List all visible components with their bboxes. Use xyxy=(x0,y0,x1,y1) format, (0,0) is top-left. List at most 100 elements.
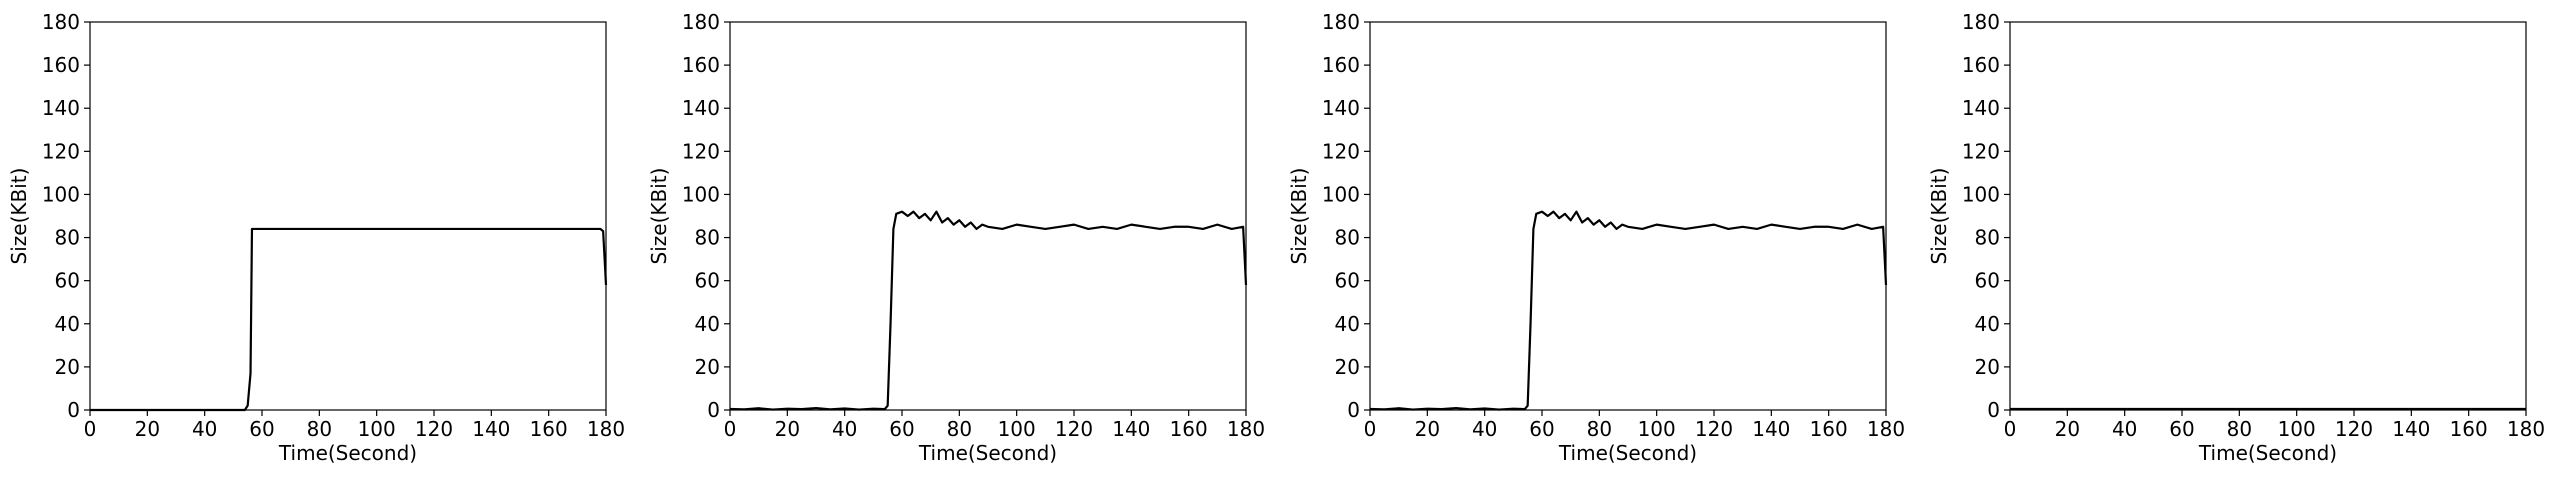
y-axis-label: Size(KBit) xyxy=(7,168,31,265)
y-tick-label: 40 xyxy=(1975,312,2000,336)
y-tick-label: 60 xyxy=(1975,269,2000,293)
y-tick-label: 100 xyxy=(682,182,720,206)
x-tick-label: 140 xyxy=(1752,417,1790,441)
y-tick-label: 100 xyxy=(1962,182,2000,206)
chart-panel-4: 0 20 40 60 80 100 120 140 160 180 0 20 40 60 80 100 120 1… xyxy=(1927,10,2545,465)
x-tick-label: 160 xyxy=(2450,417,2488,441)
x-tick-label: 120 xyxy=(1055,417,1093,441)
x-tick-label: 40 xyxy=(2112,417,2137,441)
y-axis-label: Size(KBit) xyxy=(1287,168,1311,265)
y-tick-label: 160 xyxy=(682,53,720,77)
y-axis-label: Size(KBit) xyxy=(647,168,671,265)
x-tick-label: 20 xyxy=(135,417,160,441)
y-tick-label: 40 xyxy=(1335,312,1360,336)
chart-panel-1: 0 20 40 60 80 100 120 140 160 180 0 20 40 60 80 100 120 1… xyxy=(7,10,625,465)
x-tick-label: 140 xyxy=(2392,417,2430,441)
y-tick-label: 100 xyxy=(1322,182,1360,206)
y-tick-label: 20 xyxy=(695,355,720,379)
x-tick-label: 40 xyxy=(192,417,217,441)
y-tick-label: 140 xyxy=(1322,96,1360,120)
x-tick-label: 120 xyxy=(415,417,453,441)
y-tick-label: 140 xyxy=(1962,96,2000,120)
x-axis-label: Time(Second) xyxy=(278,441,417,465)
series-line-1 xyxy=(1369,210,1888,411)
x-tick-label: 160 xyxy=(1170,417,1208,441)
x-tick-label: 80 xyxy=(1587,417,1612,441)
x-tick-label: 180 xyxy=(587,417,625,441)
x-tick-label: 80 xyxy=(947,417,972,441)
x-tick-label: 100 xyxy=(1638,417,1676,441)
y-tick-label: 100 xyxy=(42,182,80,206)
chart-panel-3: 0 20 40 60 80 100 120 140 160 180 0 20 40 60 80 100 120 1… xyxy=(1287,10,1905,465)
y-tick-label: 20 xyxy=(1335,355,1360,379)
x-tick-label: 100 xyxy=(358,417,396,441)
x-tick-label: 140 xyxy=(1112,417,1150,441)
x-tick-label: 0 xyxy=(1364,417,1377,441)
y-tick-label: 60 xyxy=(695,269,720,293)
x-tick-label: 100 xyxy=(998,417,1036,441)
plot-frame xyxy=(1369,21,1887,411)
x-tick-label: 20 xyxy=(1415,417,1440,441)
y-tick-label: 80 xyxy=(1975,226,2000,250)
y-tick-label: 160 xyxy=(1962,53,2000,77)
y-tick-label: 0 xyxy=(707,398,720,422)
y-tick-label: 140 xyxy=(682,96,720,120)
y-tick-label: 0 xyxy=(1347,398,1360,422)
plot-frame xyxy=(89,21,607,411)
y-tick-label: 40 xyxy=(55,312,80,336)
x-tick-label: 120 xyxy=(2335,417,2373,441)
y-tick-label: 180 xyxy=(1962,10,2000,34)
x-tick-label: 40 xyxy=(1472,417,1497,441)
y-tick-label: 80 xyxy=(1335,226,1360,250)
series-line-1 xyxy=(729,210,1248,411)
x-tick-label: 40 xyxy=(832,417,857,441)
y-tick-label: 80 xyxy=(55,226,80,250)
y-tick-label: 120 xyxy=(42,139,80,163)
y-tick-label: 80 xyxy=(695,226,720,250)
x-axis-label: Time(Second) xyxy=(1558,441,1697,465)
x-tick-label: 160 xyxy=(530,417,568,441)
y-tick-label: 20 xyxy=(1975,355,2000,379)
y-tick-label: 0 xyxy=(67,398,80,422)
x-tick-label: 120 xyxy=(1695,417,1733,441)
y-tick-label: 180 xyxy=(682,10,720,34)
x-tick-label: 100 xyxy=(2278,417,2316,441)
x-tick-label: 160 xyxy=(1810,417,1848,441)
plot-frame xyxy=(2009,21,2527,411)
y-tick-label: 40 xyxy=(695,312,720,336)
y-tick-label: 60 xyxy=(1335,269,1360,293)
x-tick-label: 0 xyxy=(724,417,737,441)
x-tick-label: 180 xyxy=(1867,417,1905,441)
x-axis-label: Time(Second) xyxy=(918,441,1057,465)
x-tick-label: 60 xyxy=(889,417,914,441)
y-tick-label: 180 xyxy=(1322,10,1360,34)
y-tick-label: 180 xyxy=(42,10,80,34)
x-tick-label: 180 xyxy=(1227,417,1265,441)
y-tick-label: 120 xyxy=(1322,139,1360,163)
y-axis-label: Size(KBit) xyxy=(1927,168,1951,265)
x-tick-label: 140 xyxy=(472,417,510,441)
y-tick-label: 160 xyxy=(1322,53,1360,77)
x-tick-label: 60 xyxy=(2169,417,2194,441)
x-axis-label: Time(Second) xyxy=(2198,441,2337,465)
x-tick-label: 60 xyxy=(249,417,274,441)
x-tick-label: 80 xyxy=(2227,417,2252,441)
plot-frame xyxy=(729,21,1247,411)
y-tick-label: 140 xyxy=(42,96,80,120)
x-tick-label: 180 xyxy=(2507,417,2545,441)
x-tick-label: 80 xyxy=(307,417,332,441)
x-tick-label: 20 xyxy=(2055,417,2080,441)
x-tick-label: 20 xyxy=(775,417,800,441)
y-tick-label: 120 xyxy=(1962,139,2000,163)
chart-panel-2: 0 20 40 60 80 100 120 140 160 180 0 20 40 60 80 100 120 1… xyxy=(647,10,1265,465)
x-tick-label: 60 xyxy=(1529,417,1554,441)
x-tick-label: 0 xyxy=(84,417,97,441)
y-tick-label: 160 xyxy=(42,53,80,77)
series-line-1 xyxy=(90,227,608,412)
y-tick-label: 60 xyxy=(55,269,80,293)
y-tick-label: 20 xyxy=(55,355,80,379)
y-tick-label: 0 xyxy=(1987,398,2000,422)
x-tick-label: 0 xyxy=(2004,417,2017,441)
y-tick-label: 120 xyxy=(682,139,720,163)
